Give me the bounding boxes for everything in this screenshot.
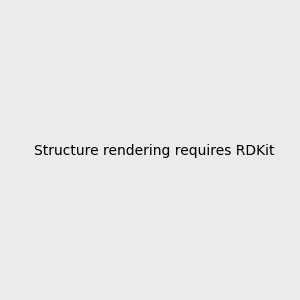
Text: Structure rendering requires RDKit: Structure rendering requires RDKit	[34, 145, 274, 158]
